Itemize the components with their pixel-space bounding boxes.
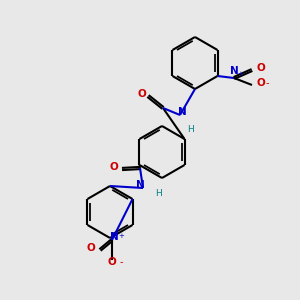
Text: O: O <box>110 162 118 172</box>
Text: N: N <box>110 232 118 242</box>
Text: O: O <box>138 89 146 99</box>
Text: O: O <box>256 63 266 73</box>
Text: N: N <box>178 107 186 117</box>
Text: O: O <box>256 78 266 88</box>
Text: +: + <box>118 233 124 239</box>
Text: N: N <box>136 180 144 190</box>
Text: O: O <box>108 257 116 267</box>
Text: H: H <box>156 190 162 199</box>
Text: -: - <box>120 257 124 267</box>
Text: N: N <box>230 66 238 76</box>
Text: -: - <box>266 78 269 88</box>
Text: H: H <box>187 124 194 134</box>
Text: O: O <box>87 243 95 253</box>
Text: +: + <box>237 71 243 77</box>
